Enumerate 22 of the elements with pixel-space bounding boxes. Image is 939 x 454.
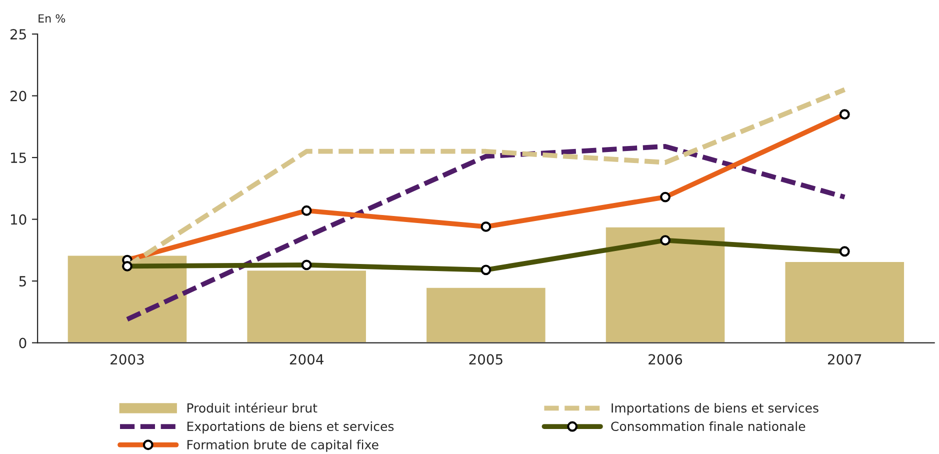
bar [604, 226, 726, 343]
x-tick-label: 2007 [828, 354, 862, 365]
x-tick-label: 2003 [110, 354, 144, 365]
legend-label: Formation brute de capital fixe [187, 440, 378, 452]
y-tick-label: 15 [10, 152, 26, 164]
y-tick-label: 5 [19, 276, 26, 286]
y-tick-label: 20 [10, 90, 26, 102]
bar [784, 260, 906, 343]
x-tick-label: 2006 [648, 354, 682, 365]
x-tick-label: 2004 [290, 354, 324, 365]
legend-label: Exportations de biens et services [187, 421, 394, 434]
bar [425, 286, 547, 343]
y-tick-label: 0 [19, 338, 26, 348]
legend-label: Produit intérieur brut [187, 402, 318, 413]
x-tick-label: 2005 [469, 354, 502, 365]
bar [66, 254, 188, 343]
legend-label: Consommation finale nationale [611, 421, 806, 432]
legend-label: Importations de biens et services [612, 403, 818, 416]
y-axis-title: En % [38, 14, 66, 23]
y-tick-label: 10 [10, 214, 26, 225]
y-tick-label: 25 [10, 29, 26, 40]
line-series [124, 144, 848, 322]
